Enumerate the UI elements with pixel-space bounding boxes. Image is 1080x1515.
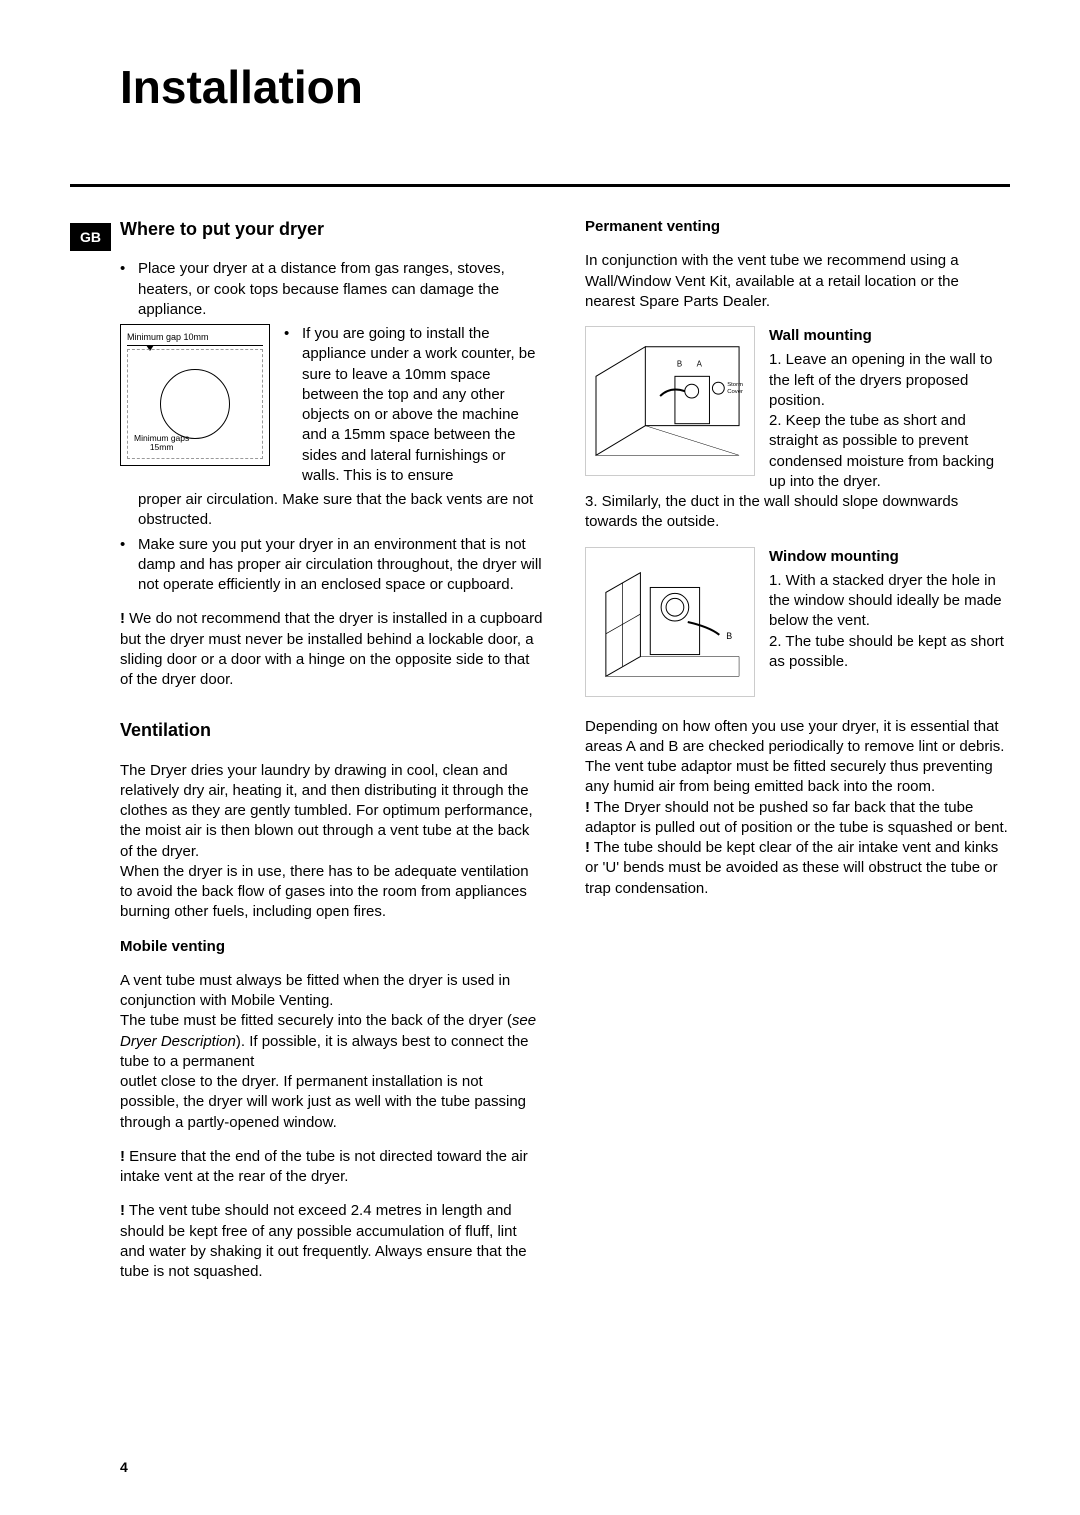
wall-mounting-block: B A Storm Cover Wall mounting 1. Leave a…	[585, 326, 1010, 533]
right-column: Permanent venting In conjunction with th…	[585, 217, 1010, 1296]
heading-mobile-venting: Mobile venting	[120, 937, 545, 957]
warning-paragraph: ! Ensure that the end of the tube is not…	[120, 1147, 545, 1188]
body-paragraph: When the dryer is in use, there has to b…	[120, 862, 545, 923]
window-vent-diagram: B	[585, 547, 755, 697]
body-paragraph: The vent tube adaptor must be fitted sec…	[585, 757, 1010, 798]
bullet-item: • Place your dryer at a distance from ga…	[120, 259, 545, 320]
body-text: 3. Similarly, the duct in the wall shoul…	[585, 492, 1010, 533]
bullet-text: If you are going to install the applianc…	[302, 324, 545, 486]
bullet-dot-icon: •	[120, 259, 138, 320]
heading-permanent-venting: Permanent venting	[585, 217, 1010, 237]
heading-where: Where to put your dryer	[120, 217, 545, 241]
bullet-dot-icon: •	[284, 324, 302, 486]
svg-text:A: A	[697, 359, 703, 368]
bullet-item: • Make sure you put your dryer in an env…	[120, 535, 545, 596]
page-number: 4	[120, 1459, 128, 1475]
warning-paragraph: ! The Dryer should not be pushed so far …	[585, 798, 1010, 839]
page-title: Installation	[120, 60, 1010, 114]
dryer-circle-icon	[160, 369, 230, 439]
diagram-text-wrap: Minimum gap 10mm Minimum gaps 15mm • If …	[120, 324, 545, 490]
warning-paragraph: ! We do not recommend that the dryer is …	[120, 609, 545, 690]
svg-text:B: B	[677, 359, 682, 368]
warning-paragraph: ! The vent tube should not exceed 2.4 me…	[120, 1201, 545, 1282]
diagram-top-label: Minimum gap 10mm	[127, 331, 263, 343]
body-paragraph: In conjunction with the vent tube we rec…	[585, 251, 1010, 312]
wall-vent-diagram: B A Storm Cover	[585, 326, 755, 476]
title-rule	[70, 184, 1010, 187]
svg-text:Storm: Storm	[727, 382, 743, 388]
warning-paragraph: ! The tube should be kept clear of the a…	[585, 838, 1010, 899]
content-columns: Where to put your dryer • Place your dry…	[120, 217, 1010, 1296]
bullet-item: • If you are going to install the applia…	[284, 324, 545, 486]
bullet-dot-icon: •	[120, 535, 138, 596]
left-column: Where to put your dryer • Place your dry…	[120, 217, 545, 1296]
minimum-gap-diagram: Minimum gap 10mm Minimum gaps 15mm	[120, 324, 270, 466]
svg-text:Cover: Cover	[727, 389, 743, 395]
body-paragraph: The tube must be fitted securely into th…	[120, 1011, 545, 1133]
heading-ventilation: Ventilation	[120, 718, 545, 742]
bullet-text: Place your dryer at a distance from gas …	[138, 259, 545, 320]
diagram-side-label: Minimum gaps 15mm	[134, 434, 189, 453]
window-mounting-block: B Window mounting 1. With a stacked drye…	[585, 547, 1010, 697]
body-paragraph: Depending on how often you use your drye…	[585, 717, 1010, 758]
bullet-continuation: proper air circulation. Make sure that t…	[138, 490, 545, 531]
language-badge: GB	[70, 223, 111, 251]
bullet-text: Make sure you put your dryer in an envir…	[138, 535, 545, 596]
svg-text:B: B	[726, 630, 732, 640]
body-paragraph: A vent tube must always be fitted when t…	[120, 971, 545, 1012]
diagram-box: Minimum gaps 15mm	[127, 349, 263, 459]
body-paragraph: The Dryer dries your laundry by drawing …	[120, 761, 545, 862]
